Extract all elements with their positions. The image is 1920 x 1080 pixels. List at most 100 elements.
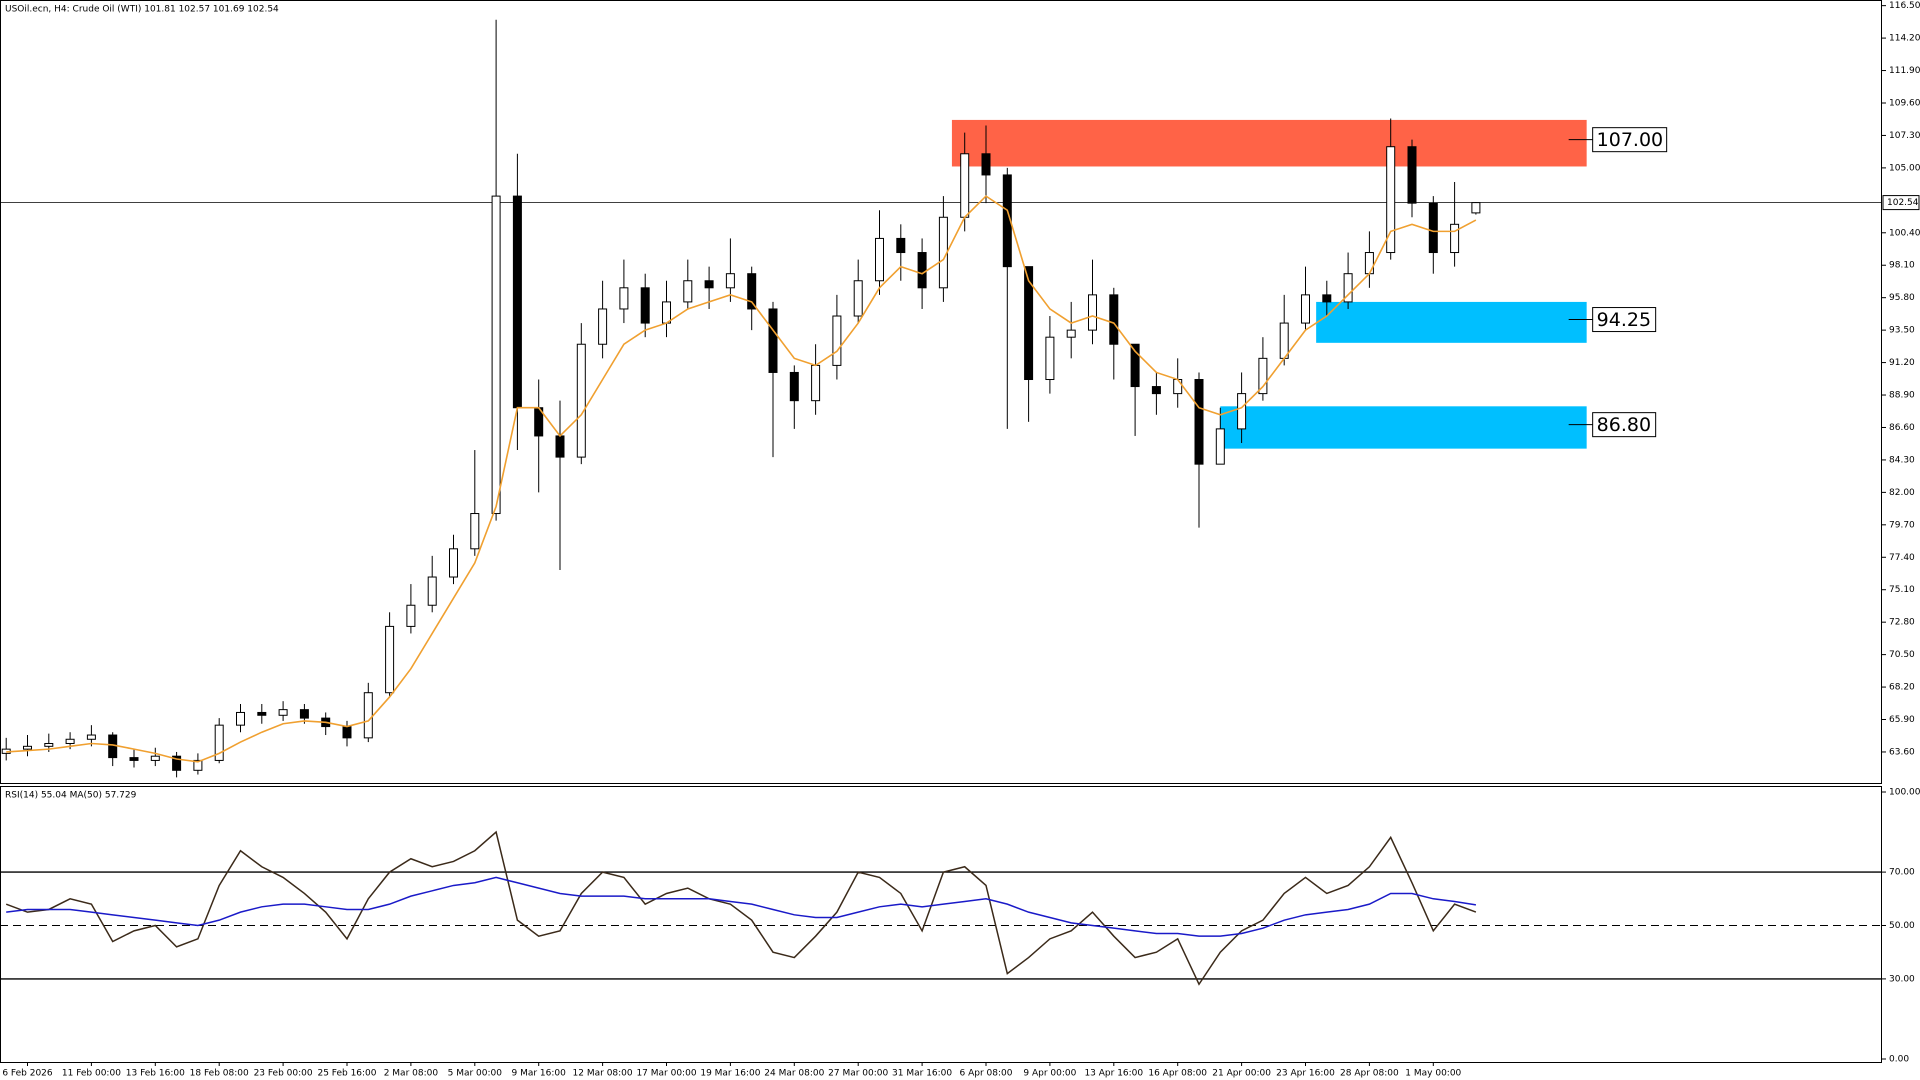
candle-body [1215, 428, 1225, 465]
candle-body [236, 711, 245, 726]
candle-body [86, 734, 96, 740]
candle-body [129, 757, 139, 761]
zone-label: 107.00 [1597, 129, 1663, 151]
x-tick-label: 13 Feb 16:00 [126, 1069, 185, 1079]
candle-body [619, 287, 629, 310]
candle-body [1279, 322, 1289, 359]
x-tick-label: 18 Feb 08:00 [190, 1069, 249, 1079]
y-tick-label: 0.00 [1889, 1055, 1909, 1065]
candle-body [1258, 357, 1268, 395]
candle-body [449, 548, 458, 578]
y-tick-label: 65.90 [1889, 715, 1915, 725]
candle-body [299, 709, 309, 719]
x-tick-label: 6 Apr 08:00 [960, 1069, 1013, 1079]
y-tick-label: 107.30 [1889, 131, 1920, 141]
candle-body [406, 604, 416, 627]
rsi-line [5, 830, 1477, 986]
x-tick-label: 28 Apr 08:00 [1340, 1069, 1399, 1079]
candle-body [1428, 202, 1438, 254]
candle-body [193, 759, 203, 771]
y-tick-label: 100.40 [1889, 228, 1920, 238]
candle-body [491, 195, 501, 515]
y-tick-label: 116.50 [1889, 1, 1920, 11]
x-tick-label: 23 Feb 00:00 [254, 1069, 313, 1079]
x-tick-label: 17 Mar 00:00 [636, 1069, 696, 1079]
candle-body [1343, 273, 1353, 303]
candle-body [1109, 294, 1119, 345]
y-tick-label: 91.20 [1889, 358, 1915, 368]
y-tick-label: 100.00 [1889, 788, 1920, 798]
x-tick-label: 5 Mar 00:00 [448, 1069, 503, 1079]
candle-body [108, 734, 118, 759]
y-tick-label: 86.60 [1889, 423, 1915, 433]
candle-body [1364, 252, 1374, 275]
y-tick-label: 30.00 [1889, 974, 1915, 984]
candle-body [960, 153, 970, 218]
candle-body [662, 301, 671, 324]
candle-body [1130, 343, 1140, 388]
last-price-box [1882, 195, 1920, 211]
candle-body [768, 308, 778, 373]
y-tick-label: 70.00 [1889, 868, 1915, 878]
zone-label: 94.25 [1597, 309, 1651, 331]
candle-body [917, 252, 927, 289]
candle-body [65, 738, 75, 744]
candle-body [875, 237, 884, 282]
candle-body [1386, 146, 1396, 254]
candle-body [747, 273, 757, 310]
candle-body [598, 308, 608, 345]
candle-body [789, 371, 799, 402]
zone [1316, 301, 1587, 343]
chart-title: USOil.ecn, H4: Crude Oil (WTI) 101.81 10… [5, 5, 279, 15]
x-tick-label: 25 Feb 16:00 [317, 1069, 376, 1079]
candle-body [683, 280, 693, 303]
candle-body [363, 692, 373, 739]
zone-label-box [1592, 307, 1657, 333]
candle-body [1322, 294, 1332, 303]
y-tick-label: 75.10 [1889, 585, 1915, 595]
y-tick-label: 93.50 [1889, 326, 1915, 336]
candle-body [172, 755, 182, 771]
y-tick-label: 111.90 [1889, 66, 1920, 76]
candle-body [1301, 294, 1310, 324]
last-price-label: 102.54 [1887, 198, 1919, 208]
y-tick-label: 72.80 [1889, 618, 1915, 628]
y-tick-label: 95.80 [1889, 293, 1915, 303]
zone-label-box [1592, 412, 1657, 438]
y-tick-label: 63.60 [1889, 747, 1915, 757]
candle-body [853, 280, 863, 317]
candle-body [640, 287, 650, 324]
y-tick-label: 88.90 [1889, 391, 1915, 401]
y-tick-label: 82.00 [1889, 488, 1915, 498]
x-tick-label: 16 Apr 08:00 [1148, 1069, 1207, 1079]
moving-average [6, 195, 1477, 763]
x-tick-label: 2 Mar 08:00 [384, 1069, 439, 1079]
candle-body [981, 153, 991, 176]
zone-label: 86.80 [1597, 414, 1651, 436]
candle-body [1471, 202, 1481, 214]
y-tick-label: 105.00 [1889, 163, 1920, 173]
x-tick-label: 24 Mar 08:00 [764, 1069, 824, 1079]
rsi-title: RSI(14) 55.04 MA(50) 57.729 [5, 791, 137, 801]
y-tick-label: 114.20 [1889, 34, 1920, 44]
x-tick-label: 19 Mar 16:00 [700, 1069, 760, 1079]
x-tick-label: 9 Mar 16:00 [512, 1069, 567, 1079]
y-tick-label: 50.00 [1889, 921, 1915, 931]
y-tick-label: 79.70 [1889, 520, 1915, 530]
zone [951, 119, 1587, 167]
candle-body [896, 237, 906, 254]
candle-body [576, 343, 586, 458]
candle-body [470, 513, 480, 550]
candle-body [1194, 379, 1204, 465]
candle-body [1024, 266, 1034, 381]
candle-body [278, 709, 288, 716]
candle-body [512, 195, 522, 409]
candle-body [555, 435, 565, 458]
candle-body [44, 742, 54, 747]
y-tick-label: 109.60 [1889, 98, 1920, 108]
candle-body [1450, 223, 1460, 254]
x-tick-label: 12 Mar 08:00 [573, 1069, 633, 1079]
zone [1220, 406, 1587, 449]
candle-body [257, 711, 267, 716]
candle-body [23, 745, 32, 750]
